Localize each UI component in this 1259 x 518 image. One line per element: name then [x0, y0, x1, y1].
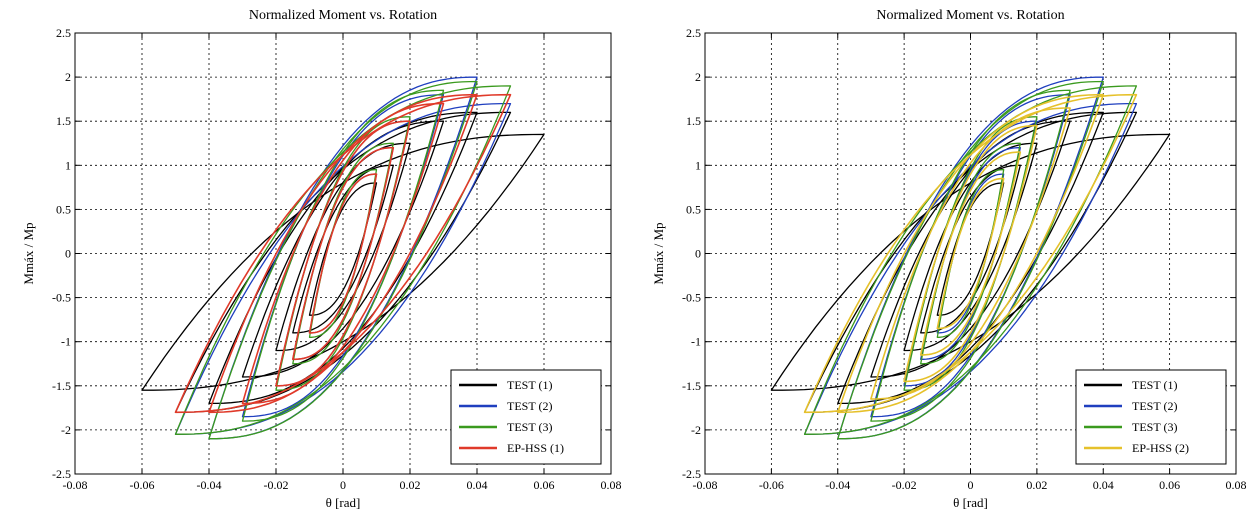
y-tick-label: -2 — [61, 423, 71, 437]
x-tick-label: 0.02 — [400, 478, 421, 492]
y-tick-label: 0.5 — [56, 202, 71, 216]
series-3-loop — [174, 85, 512, 435]
y-tick-label: -2.5 — [682, 467, 701, 481]
x-tick-label: -0.08 — [693, 478, 718, 492]
y-tick-label: 0 — [695, 247, 701, 261]
legend-label: EP-HSS (2) — [1132, 441, 1189, 455]
x-tick-label: 0.06 — [1159, 478, 1180, 492]
x-tick-label: 0 — [340, 478, 346, 492]
x-tick-label: -0.02 — [264, 478, 289, 492]
x-tick-label: -0.02 — [892, 478, 917, 492]
y-tick-label: -0.5 — [682, 291, 701, 305]
legend-label: TEST (2) — [507, 399, 552, 413]
y-tick-label: 1 — [695, 158, 701, 172]
x-axis-label: θ [rad] — [953, 495, 988, 510]
chart-panel-1: -0.08 -0.06 -0.04 -0.02 0 0.02 0.04 0.06 0.08 2.5… — [21, 8, 622, 510]
chart-title: Normalized Moment vs. Rotation — [249, 8, 437, 23]
y-tick-label: -1.5 — [52, 379, 71, 393]
series-4-loop — [308, 173, 378, 334]
legend-label: TEST (1) — [507, 378, 552, 392]
y-tick-label: -1.5 — [682, 379, 701, 393]
y-tick-label: 1.5 — [686, 114, 701, 128]
series-4-loop — [208, 93, 478, 414]
chart-panel-2: -0.08 -0.06 -0.04 -0.02 0 0.02 0.04 0.06 0.08 2.5… — [651, 8, 1247, 510]
series-4-loop — [919, 151, 1022, 356]
series-group — [141, 76, 545, 440]
series-2-loop — [803, 102, 1138, 435]
chart-title: Normalized Moment vs. Rotation — [876, 8, 1064, 23]
x-tick-label: 0 — [968, 478, 974, 492]
series-4-loop — [837, 93, 1105, 414]
series-3-loop — [903, 116, 1038, 391]
series-4-loop — [936, 177, 1005, 330]
y-tick-label: 2.5 — [686, 26, 701, 40]
y-tick-label: -2 — [691, 423, 701, 437]
series-4-loop — [803, 93, 1138, 414]
x-tick-label: -0.06 — [759, 478, 784, 492]
x-tick-label: 0.04 — [467, 478, 488, 492]
y-tick-label: 1.5 — [56, 114, 71, 128]
series-3-loop — [803, 85, 1138, 435]
x-tick-label: -0.06 — [130, 478, 155, 492]
x-axis-label: θ [rad] — [326, 495, 361, 510]
x-tick-label: 0.08 — [601, 478, 622, 492]
y-tick-label: 0.5 — [686, 202, 701, 216]
y-tick-label: 2.5 — [56, 26, 71, 40]
legend-label: TEST (3) — [507, 420, 552, 434]
legend: TEST (1) TEST (2) TEST (3) EP-HSS (2) — [1075, 369, 1227, 465]
series-3-loop — [208, 80, 478, 440]
series-4-loop — [870, 107, 1071, 400]
legend-label: TEST (3) — [1132, 420, 1177, 434]
x-tick-label: 0.04 — [1093, 478, 1114, 492]
series-group — [770, 76, 1171, 440]
y-tick-label: -2.5 — [52, 467, 71, 481]
y-tick-label: 2 — [65, 70, 71, 84]
y-tick-label: 2 — [695, 70, 701, 84]
y-tick-label: -1 — [691, 335, 701, 349]
series-1-loop — [174, 111, 512, 413]
y-tick-label: 1 — [65, 158, 71, 172]
x-tick-label: -0.08 — [63, 478, 88, 492]
series-4-loop — [174, 93, 512, 414]
series-2-loop — [174, 102, 512, 435]
legend-label: TEST (1) — [1132, 378, 1177, 392]
legend-label: TEST (2) — [1132, 399, 1177, 413]
legend: TEST (1) TEST (2) TEST (3) EP-HSS (1) — [450, 369, 602, 465]
y-tick-label: -1 — [61, 335, 71, 349]
legend-label: EP-HSS (1) — [507, 441, 564, 455]
series-3-loop — [837, 80, 1104, 440]
y-axis-label: Mmáx / Mp — [21, 222, 36, 284]
series-3-loop — [870, 89, 1071, 422]
y-tick-label: -0.5 — [52, 291, 71, 305]
series-4-loop — [903, 124, 1038, 383]
x-tick-label: 0.06 — [534, 478, 555, 492]
x-tick-label: -0.04 — [197, 478, 222, 492]
series-4-loop — [292, 146, 395, 361]
series-4-loop — [275, 120, 411, 387]
y-axis-label: Mmáx / Mp — [651, 222, 666, 284]
y-tick-label: 0 — [65, 247, 71, 261]
x-tick-label: 0.08 — [1226, 478, 1247, 492]
x-tick-label: -0.04 — [825, 478, 850, 492]
x-tick-label: 0.02 — [1026, 478, 1047, 492]
